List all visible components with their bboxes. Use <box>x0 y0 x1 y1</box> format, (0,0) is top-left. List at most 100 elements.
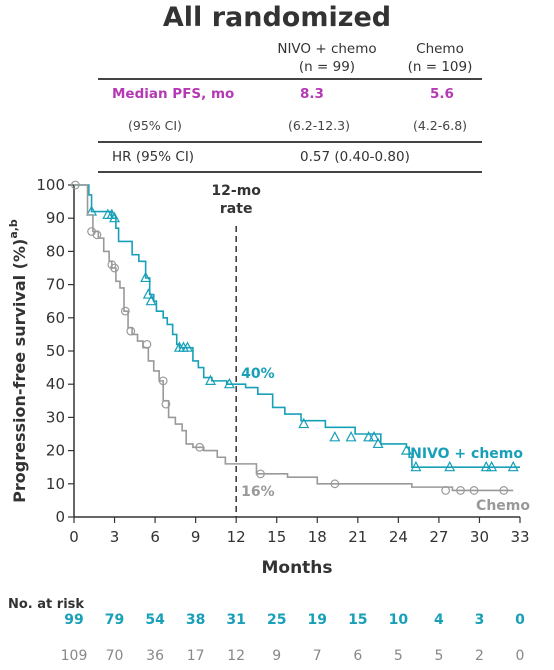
y-tick-label: 50 <box>46 342 65 360</box>
nivo-censor-marker <box>486 460 498 472</box>
nivo-series-label: NIVO + chemo <box>410 446 523 462</box>
nivo-censor-marker <box>372 437 384 449</box>
axes: 0 10 20 30 40 50 60 70 80 90 100 0 3 6 9 12 15 18 21 24 27 30… <box>36 176 529 546</box>
chemo-censor-marker <box>110 263 119 273</box>
risk-count-nivo: 25 <box>266 612 287 628</box>
risk-count-chemo: 0 <box>515 648 525 664</box>
median-pfs-label: Median PFS, mo <box>112 86 235 102</box>
hr-value: 0.57 (0.40-0.80) <box>300 149 410 165</box>
y-axis-label-superscript: a,b <box>7 219 20 239</box>
y-tick-label: 100 <box>36 176 65 194</box>
nivo-censor-marker <box>182 341 194 352</box>
chart-labels: 12-mo rate 40% 16% NIVO + chemo Chemo Mo… <box>7 183 530 578</box>
nivo-censor-marker <box>444 460 456 472</box>
hr-label: HR (95% CI) <box>112 149 195 165</box>
chemo-censor-marker <box>158 376 168 386</box>
table-title: All randomized <box>162 2 392 33</box>
ci-label: (95% CI) <box>128 118 182 133</box>
nivo-censor-marker <box>368 431 380 442</box>
reference-label-line2: rate <box>220 201 253 217</box>
nivo-censor-marker <box>480 460 492 472</box>
km-chart: 0 10 20 30 40 50 60 70 80 90 100 0 3 6 9 12 15 18 21 24 27 30… <box>7 176 530 578</box>
x-tick-label: 6 <box>150 528 160 546</box>
chemo-censor-marker <box>195 442 205 452</box>
chemo-censor-marker <box>120 306 130 316</box>
table-rule-top <box>98 78 482 80</box>
x-tick-label: 18 <box>308 528 327 546</box>
nivo-header-line1: NIVO + chemo <box>277 41 377 57</box>
risk-count-chemo: 17 <box>186 648 205 664</box>
median-pfs-nivo: 8.3 <box>300 86 324 102</box>
median-pfs-chemo: 5.6 <box>430 86 454 102</box>
risk-table-header: No. at risk <box>8 597 85 612</box>
risk-count-chemo: 2 <box>474 648 484 664</box>
nivo-km-line <box>74 184 520 468</box>
chemo-censor-marker <box>441 486 451 495</box>
risk-count-chemo: 5 <box>393 648 403 664</box>
risk-count-nivo: 15 <box>348 612 368 628</box>
chemo-censor-marker <box>456 486 465 495</box>
x-tick-label: 24 <box>389 528 408 546</box>
x-axis-label: Months <box>261 558 332 578</box>
nivo-censor-marker <box>140 271 152 283</box>
x-tick-label: 21 <box>348 528 367 546</box>
risk-count-nivo: 4 <box>434 612 444 628</box>
chemo-censor-marker <box>469 486 479 495</box>
risk-count-chemo: 36 <box>146 648 164 664</box>
nivo-censor-marker <box>400 444 412 455</box>
nivo-censor-marker <box>329 431 341 442</box>
risk-count-nivo: 0 <box>515 612 525 628</box>
x-tick-label: 15 <box>267 528 286 546</box>
x-tick-label: 33 <box>510 528 529 546</box>
chemo-censor-marker <box>161 399 171 409</box>
risk-count-chemo: 12 <box>227 648 246 664</box>
nivo-censor-marker <box>223 377 235 389</box>
chemo-km-line <box>74 184 514 492</box>
chemo-12mo-annotation: 16% <box>241 484 275 500</box>
y-tick-label: 70 <box>46 276 65 294</box>
survival-curves <box>70 180 520 495</box>
risk-count-chemo: 5 <box>434 648 444 664</box>
y-tick-label: 80 <box>46 242 65 260</box>
risk-count-chemo: 6 <box>353 648 363 664</box>
nivo-censor-marker <box>410 460 422 472</box>
risk-count-chemo: 7 <box>312 648 322 664</box>
y-tick-label: 90 <box>46 209 65 227</box>
chemo-censor-marker <box>126 326 136 336</box>
nivo-censor-marker <box>142 288 154 299</box>
chemo-censor-marker <box>142 339 152 349</box>
x-tick-label: 30 <box>470 528 489 546</box>
nivo-censor-marker <box>345 431 357 442</box>
y-axis-label: Progression-free survival (%)a,b <box>7 219 29 503</box>
y-tick-label: 60 <box>46 309 65 327</box>
nivo-censor-marker <box>363 431 375 442</box>
risk-count-chemo: 109 <box>60 648 88 664</box>
nivo-censor-marker <box>507 460 519 472</box>
x-tick-label: 0 <box>69 528 79 546</box>
chemo-censor-marker <box>330 479 340 489</box>
y-tick-label: 40 <box>46 375 65 393</box>
chemo-series-label: Chemo <box>476 498 530 514</box>
nivo-12mo-annotation: 40% <box>241 366 275 382</box>
ci-nivo: (6.2-12.3) <box>288 118 350 133</box>
risk-count-chemo: 70 <box>105 648 124 664</box>
chemo-header-line1: Chemo <box>416 41 464 57</box>
y-tick-label: 20 <box>46 442 65 460</box>
nivo-column-header: NIVO + chemo (n = 99) <box>262 40 392 76</box>
risk-count-nivo: 19 <box>307 612 327 628</box>
table-rule-bottom <box>98 171 482 173</box>
y-tick-label: 30 <box>46 408 65 426</box>
x-tick-label: 12 <box>227 528 246 546</box>
nivo-censor-marker <box>298 417 310 429</box>
nivo-censor-marker <box>205 374 216 385</box>
y-tick-label: 10 <box>46 475 65 493</box>
table-rule-middle <box>98 141 482 143</box>
risk-count-nivo: 3 <box>474 612 485 628</box>
risk-count-nivo: 54 <box>145 612 165 628</box>
risk-count-nivo: 10 <box>388 612 409 628</box>
reference-label-line1: 12-mo <box>211 183 261 199</box>
risk-count-nivo: 99 <box>64 612 84 628</box>
chemo-column-header: Chemo (n = 109) <box>400 40 480 76</box>
y-axis-label-text: Progression-free survival (%) <box>10 239 29 503</box>
nivo-header-line2: (n = 99) <box>298 59 356 75</box>
